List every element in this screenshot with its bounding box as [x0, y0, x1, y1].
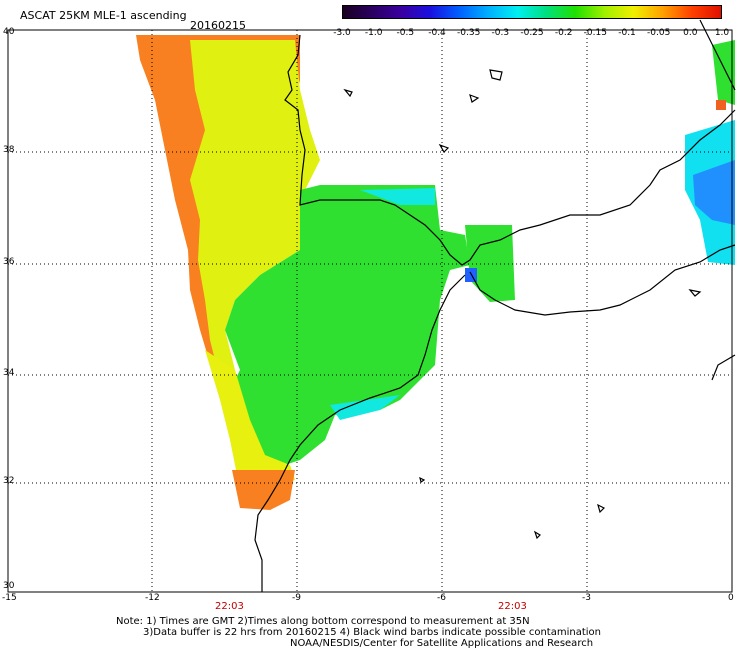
map-title: ASCAT 25KM MLE-1 ascending	[20, 9, 187, 22]
colorbar-tick: -0.35	[457, 28, 481, 38]
island-7	[419, 476, 426, 483]
colorbar-tick: -0.2	[554, 28, 573, 38]
iberia-coast	[284, 34, 736, 266]
time-label: 22:03	[498, 601, 527, 612]
morocco-coast	[254, 274, 466, 592]
island-2	[489, 69, 503, 81]
east-coast	[699, 19, 736, 91]
island-1	[469, 94, 480, 103]
swath-yellow-region	[190, 40, 320, 380]
x-tick-label: -6	[437, 593, 446, 603]
colorbar-tick: -0.25	[520, 28, 544, 38]
colorbar	[342, 5, 722, 19]
island-6	[533, 530, 541, 540]
swath-orange-south	[232, 470, 295, 510]
note-line-1: Note: 1) Times are GMT 2)Times along bot…	[116, 616, 530, 627]
swath-cyan-south	[330, 395, 400, 420]
swath-green-region	[225, 185, 470, 470]
africa-coast	[469, 244, 736, 316]
colorbar-tick: -0.1	[618, 28, 636, 38]
colorbar-tick: 0.0	[683, 28, 698, 38]
y-tick-label: 36	[3, 257, 15, 267]
plot-frame	[7, 29, 733, 593]
x-tick-label: -9	[292, 593, 301, 603]
data-swath	[136, 35, 735, 510]
colorbar-tick: -0.5	[396, 28, 415, 38]
swath-med-green	[465, 225, 515, 302]
colorbar-tick: 1.0	[714, 28, 730, 38]
colorbar-tick: -1.0	[364, 28, 383, 38]
colorbar-tick: -0.3	[491, 28, 510, 38]
island-4	[438, 143, 450, 153]
island-8	[688, 289, 702, 297]
colorbar-tick: -0.4	[428, 28, 446, 38]
colorbar-tick: -3.0	[333, 28, 351, 38]
y-tick-label: 34	[3, 368, 15, 378]
colorbar-tick: -0.15	[583, 28, 607, 38]
swath-yellow-south	[205, 350, 295, 490]
note-line-3: NOAA/NESDIS/Center for Satellite Applica…	[290, 638, 594, 649]
island-3	[343, 88, 353, 98]
x-tick-label: -12	[145, 593, 160, 603]
coastlines	[254, 19, 736, 592]
swath-east-orange	[716, 100, 726, 110]
swath-cyan-north	[360, 188, 435, 205]
colorbar-tick-labels: -3.0 -1.0 -0.5 -0.4 -0.35 -0.3 -0.25 -0.2 -0.15 -…	[0, 26, 740, 38]
y-tick-label: 30	[3, 581, 15, 591]
colorbar-tick: -0.05	[647, 28, 671, 38]
y-tick-label: 40	[3, 27, 15, 37]
y-tick-label: 38	[3, 145, 15, 155]
y-tick-label: 32	[3, 476, 15, 486]
note-line-2: 3)Data buffer is 22 hrs from 20160215 4)…	[143, 627, 601, 638]
x-tick-label: -15	[2, 593, 17, 603]
east-coast-south	[711, 354, 736, 381]
x-tick-label: -3	[582, 593, 591, 603]
time-label: 22:03	[215, 601, 244, 612]
x-tick-label: 0	[728, 593, 734, 603]
map-date: 20160215	[190, 19, 246, 32]
island-5	[597, 503, 606, 514]
swath-east-blue	[693, 160, 735, 225]
